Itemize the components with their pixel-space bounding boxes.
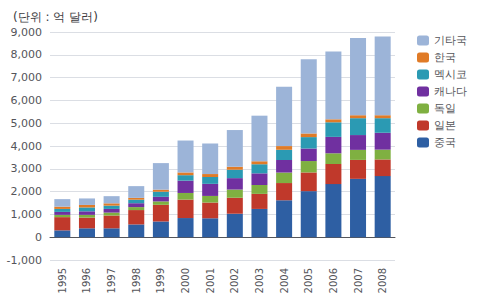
svg-text:5,000: 5,000 (11, 117, 43, 130)
svg-text:1,000: 1,000 (11, 208, 43, 221)
svg-text:1997: 1997 (106, 268, 117, 293)
svg-text:1998: 1998 (131, 268, 142, 293)
svg-text:-1,000: -1,000 (7, 254, 42, 267)
svg-text:3,000: 3,000 (11, 162, 43, 175)
svg-text:2,000: 2,000 (11, 185, 43, 198)
svg-text:일본: 일본 (434, 119, 456, 132)
svg-text:7,000: 7,000 (11, 71, 43, 84)
svg-text:2002: 2002 (229, 268, 240, 293)
svg-text:6,000: 6,000 (11, 94, 43, 107)
svg-text:2004: 2004 (279, 268, 290, 293)
svg-text:2003: 2003 (254, 268, 265, 293)
svg-text:1996: 1996 (81, 268, 92, 293)
svg-text:1995: 1995 (57, 268, 68, 293)
svg-text:2001: 2001 (205, 268, 216, 293)
svg-text:2007: 2007 (353, 268, 364, 293)
svg-text:1999: 1999 (155, 268, 166, 293)
svg-text:기타국: 기타국 (434, 34, 467, 47)
svg-text:2005: 2005 (303, 268, 314, 293)
svg-text:멕시코: 멕시코 (434, 68, 467, 81)
svg-text:2008: 2008 (377, 268, 388, 293)
svg-text:4,000: 4,000 (11, 140, 43, 153)
svg-text:캐나다: 캐나다 (434, 85, 467, 98)
svg-text:2000: 2000 (180, 268, 191, 293)
svg-text:2006: 2006 (328, 268, 339, 293)
svg-text:9,000: 9,000 (11, 26, 43, 39)
svg-text:한국: 한국 (434, 51, 456, 64)
svg-text:8,000: 8,000 (11, 48, 43, 61)
svg-text:0: 0 (35, 231, 42, 244)
svg-text:(단위 : 억 달러): (단위 : 억 달러) (13, 10, 98, 24)
svg-text:독일: 독일 (434, 102, 456, 115)
svg-text:중국: 중국 (434, 136, 456, 149)
